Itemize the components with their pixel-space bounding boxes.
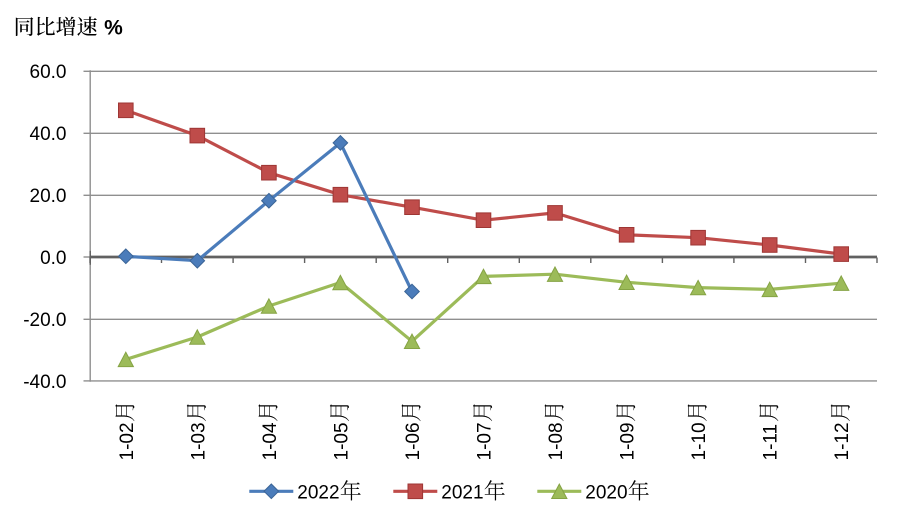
svg-text:0.0: 0.0 (40, 248, 66, 269)
svg-text:1-10: 1-10 (689, 422, 710, 460)
svg-text:1-07: 1-07 (475, 422, 496, 460)
svg-text:1-08: 1-08 (546, 422, 567, 460)
svg-text:-20.0: -20.0 (23, 310, 66, 331)
svg-text:1-04: 1-04 (260, 422, 281, 460)
svg-text:20.0: 20.0 (30, 186, 67, 207)
svg-text:2021: 2021 (441, 482, 483, 503)
svg-text:40.0: 40.0 (30, 124, 67, 145)
svg-text:1-11: 1-11 (761, 424, 782, 461)
svg-text:60.0: 60.0 (30, 62, 67, 83)
svg-text:2022: 2022 (297, 482, 339, 503)
svg-text:1-09: 1-09 (618, 422, 639, 460)
svg-text:1-02: 1-02 (117, 422, 138, 460)
svg-text:1-03: 1-03 (188, 422, 209, 460)
svg-text:2020: 2020 (585, 482, 627, 503)
svg-text:-40.0: -40.0 (23, 372, 66, 393)
svg-text:1-12: 1-12 (832, 422, 853, 460)
svg-text:1-05: 1-05 (331, 422, 352, 460)
svg-text:%: % (104, 16, 123, 39)
svg-text:1-06: 1-06 (403, 422, 424, 460)
